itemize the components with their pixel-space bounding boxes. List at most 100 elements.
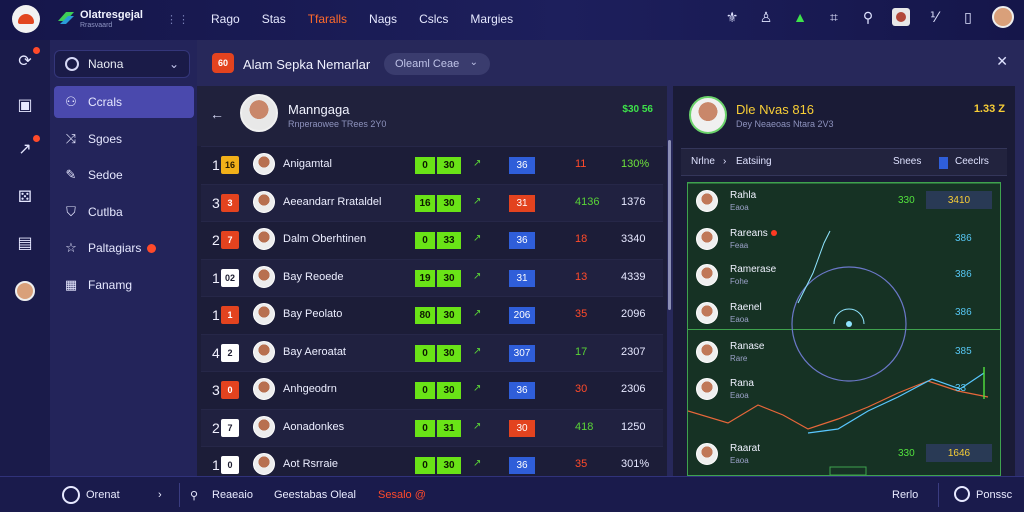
grid-icon[interactable]: ⌗ [830,8,838,25]
club-avatar[interactable] [892,8,910,26]
player-name: Dalm Oberhtinen [283,233,367,245]
bottom-item-2[interactable]: Sesalo @ [378,489,426,501]
rail-tactics-icon[interactable]: ↗ [14,135,40,160]
stat-pill: 206 [509,307,535,324]
menu-item-4[interactable]: ☆ Paltagiars [54,232,194,264]
chevron-right-icon[interactable]: › [158,489,162,501]
row-number: 4 [212,344,220,361]
nav-item-1[interactable]: Stas [261,12,286,26]
table-row[interactable]: 1 02 Bay Reoede 19 30 ↗ 31 13 4339 [201,258,663,296]
row-number: 1 [212,269,220,286]
player-name: Aeeandarr Rrataldel [283,195,382,208]
scrollbar[interactable] [668,140,671,310]
chevron-down-icon: ⌄ [168,57,179,71]
tab-colors[interactable]: Ceeclrs [955,156,989,167]
pitch-player-sub: Fohe [730,277,749,286]
nav-item-5[interactable]: Margies [470,12,514,26]
pitch-player-green: 330 [898,195,915,206]
table-row[interactable]: 3 3 Aeeandarr Rrataldel 16 30 ↗ 31 4136 1376 [201,183,663,221]
pitch-player[interactable]: Raenel Eaoa 386 [692,299,992,327]
tab-scores[interactable]: Snees [893,156,922,167]
pitch-player[interactable]: Rahla Eaoa 330 3410 [692,187,992,215]
player-avatar [696,302,718,324]
pitch-player[interactable]: Raarat Eaoa 330 1646 [692,440,992,468]
nav-item-4[interactable]: Cslcs [419,12,449,26]
brand-logo-icon [58,12,74,24]
menu-item-2[interactable]: ✎ Sedoe [54,159,194,191]
side-menu: Naona ⌄ ⚇ Ccrals ⤨ Sgoes ✎ Sedoe ⛉ Cutlba ☆ Palta… [50,40,197,476]
phone-icon[interactable]: ▯ [964,8,972,25]
nav-item-0[interactable]: Rago [211,12,240,26]
team-ring-icon [65,57,79,71]
pitch-player-box: 1646 [926,444,992,462]
search-icon[interactable]: ⚲ [862,8,874,25]
rail-reports-icon[interactable]: ▤ [17,235,33,252]
trend-arrow-icon: ↗ [473,420,482,432]
table-row[interactable]: 2 7 Dalm Oberhtinen 0 33 ↗ 36 18 3340 [201,221,663,258]
search-icon[interactable]: ⚲ [190,490,199,502]
stat-green-1: 16 [415,194,435,212]
table-row[interactable]: 3 0 Anhgeodrn 0 30 ↗ 36 30 2306 [201,371,663,408]
stat-green-1: 0 [415,457,435,474]
notification-icon[interactable]: ▲ [793,9,807,25]
close-icon[interactable]: ✕ [996,53,1008,69]
table-row[interactable]: 1 1 Bay Peolato 80 30 ↗ 206 35 2096 [201,296,663,333]
player-avatar [696,190,718,212]
team-selector-label: Naona [88,57,124,71]
chevron-right-icon: › [723,156,727,167]
apps-grid-icon[interactable]: ⋮⋮ [166,14,190,26]
app-logo[interactable] [12,5,40,33]
menu-item-0[interactable]: ⚇ Ccrals [54,86,194,118]
rail-training-icon[interactable]: ⚄ [18,189,32,206]
pitch-player[interactable]: Ranase Rare 385 [692,338,992,366]
pitch-player-value: 385 [955,346,972,357]
menu-item-1[interactable]: ⤨ Sgoes [54,123,194,155]
rail-calendar-icon[interactable]: ▣ [17,97,33,114]
menu-item-3[interactable]: ⛉ Cutlba [54,196,194,228]
row-number: 1 [212,157,220,173]
icon-rail: ⟳ ▣ ↗ ⚄ ▤ [0,40,50,476]
pitch-player[interactable]: Rana Eaoa 33 [692,375,992,403]
bottom-item-0[interactable]: Reaeaio [212,489,253,501]
back-arrow-icon[interactable]: ← [210,106,224,122]
fraction-icon[interactable]: ⅟ [930,8,938,25]
menu-item-5[interactable]: ▦ Fanamg [54,269,194,301]
table-row[interactable]: 2 7 Aonadonkes 0 31 ↗ 30 418 1250 [201,408,663,446]
team-selector[interactable]: Naona ⌄ [54,50,190,78]
stat-green-1: 19 [415,269,435,287]
stat-pill: 307 [509,344,535,362]
halfway-line [688,329,1000,330]
stat-value-1: 4136 [575,195,600,208]
trophy-icon[interactable]: ⚜ [725,8,739,25]
table-row[interactable]: 4 2 Bay Aeroatat 0 30 ↗ 307 17 2307 [201,333,663,371]
play-circle-icon[interactable] [62,486,80,504]
user-icon[interactable]: ♙ [759,8,773,25]
profile-avatar[interactable] [992,6,1014,28]
rail-scouting-icon[interactable]: ⟳ [14,47,40,72]
table-row[interactable]: 1 16 Anigamtal 0 30 ↗ 36 11 130% [201,146,663,183]
pitch-player[interactable]: Ramerase Fohe 386 [692,261,992,289]
filter-select[interactable]: Oleaml Ceae ⌄ [384,53,490,75]
clock-icon[interactable] [954,486,970,502]
pitch-player-value: 386 [955,233,972,244]
trend-arrow-icon: ↗ [473,233,482,244]
pitch-player-sub: Eaoa [730,315,749,324]
notification-dot [33,47,40,54]
row-tag: 2 [221,343,239,362]
pitch-player-sub: Eaoa [730,391,749,400]
bottom-left-label[interactable]: Orenat [86,489,120,501]
nav-item-3[interactable]: Nags [369,12,398,26]
stat-value-1: 18 [575,233,588,245]
pitch-player[interactable]: Rareans Feaa 386 [692,225,992,253]
rail-profile-avatar[interactable] [14,280,36,302]
bottom-right-label[interactable]: Rerlo [892,489,919,501]
pitch-player-sub: Eaoa [730,203,749,212]
tab-name[interactable]: Nrlne [691,156,715,167]
bottom-right-2[interactable]: Ponssc [976,489,1013,501]
row-number: 2 [212,419,220,436]
nav-item-2[interactable]: Tfaralls [307,12,348,26]
player-value: 1.33 Z [973,103,1005,115]
tab-rating[interactable]: Eatsiing [736,156,772,167]
bottom-item-1[interactable]: Geestabas Oleal [274,489,356,501]
menu-item-label: Fanamg [88,277,133,292]
